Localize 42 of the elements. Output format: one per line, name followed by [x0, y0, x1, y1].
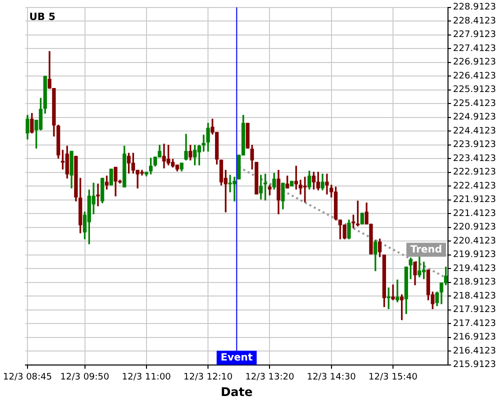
x-tick-label: 12/3 11:00 — [122, 372, 172, 383]
y-tick-label: 221.4123 — [453, 208, 496, 219]
y-tick-label: 218.9123 — [453, 278, 496, 288]
y-tick-label: 224.4123 — [453, 126, 496, 136]
y-tick-label: 219.4123 — [453, 264, 496, 274]
y-tick-label: 225.9123 — [453, 85, 496, 96]
candlestick — [391, 284, 395, 300]
y-tick-label: 227.4123 — [453, 44, 496, 54]
y-tick-label: 220.9123 — [453, 222, 496, 233]
text: Event — [220, 352, 253, 364]
y-tick-label: 217.9123 — [453, 305, 496, 316]
y-tick-label: 224.9123 — [453, 112, 496, 123]
y-tick-label: 216.4123 — [453, 346, 496, 356]
y-tick-label: 227.9123 — [453, 30, 496, 40]
x-tick-label: 12/3 09:50 — [60, 372, 110, 383]
y-tick-label: 223.9123 — [453, 140, 496, 150]
candlestick — [96, 184, 100, 206]
y-tick-label: 220.4123 — [453, 236, 496, 246]
x-tick-label: 12/3 12:10 — [184, 372, 233, 383]
x-tick-label: 12/3 14:30 — [306, 372, 356, 383]
y-tick-label: 225.4123 — [453, 98, 496, 109]
y-tick-label: 216.9123 — [453, 332, 496, 343]
y-tick-label: 228.4123 — [453, 16, 496, 26]
y-tick-label: 222.4123 — [453, 181, 496, 192]
y-tick-label: 219.9123 — [453, 250, 496, 260]
x-axis-title: Date — [220, 384, 253, 399]
series-label: Trend — [410, 244, 442, 256]
y-tick-label: 222.9123 — [453, 168, 496, 178]
x-tick-label: 12/3 15:40 — [368, 372, 418, 383]
x-tick-label: 12/3 08:45 — [2, 372, 52, 383]
x-tick-label: 12/3 13:20 — [245, 372, 294, 383]
y-tick-label: 221.9123 — [453, 195, 496, 206]
y-tick-label: 226.9123 — [453, 58, 496, 68]
y-tick-label: 217.4123 — [453, 318, 496, 329]
text: UB 5 — [29, 12, 56, 23]
candlestick — [325, 174, 329, 194]
y-tick-label: 226.4123 — [453, 71, 496, 82]
y-tick-label: 228.9123 — [453, 2, 496, 13]
y-tick-label: 215.9123 — [453, 360, 496, 370]
y-tick-label: 223.4123 — [453, 154, 496, 164]
candlestick — [418, 256, 422, 278]
y-tick-label: 218.4123 — [453, 291, 496, 302]
